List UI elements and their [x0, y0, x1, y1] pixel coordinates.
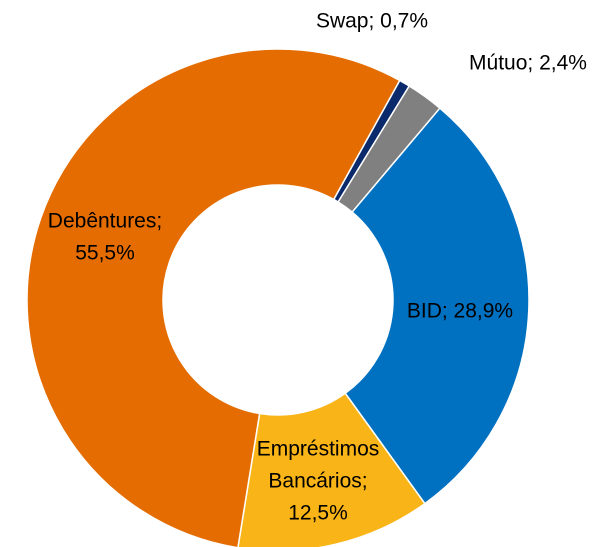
- donut-slice: [344, 107, 530, 505]
- data-label: Swap; 0,7%: [316, 10, 428, 33]
- data-label: Mútuo; 2,4%: [469, 52, 587, 75]
- donut-slice: [26, 48, 401, 547]
- donut-slice: [237, 392, 426, 547]
- data-label: Empréstimos: [257, 438, 380, 461]
- data-label: 12,5%: [288, 502, 348, 525]
- data-label: Debêntures;: [48, 210, 162, 233]
- data-label: 55,5%: [75, 242, 135, 265]
- data-label: Bancários;: [268, 470, 367, 493]
- data-label: BID; 28,9%: [407, 300, 513, 323]
